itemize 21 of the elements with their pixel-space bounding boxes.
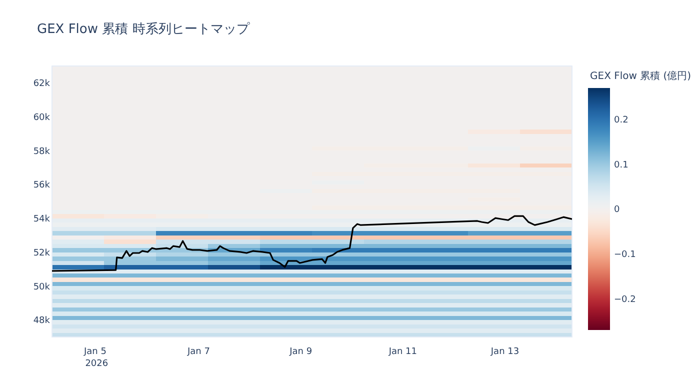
color-bar-label: 0.1 [614,160,628,170]
y-tick-label: 60k [33,112,51,123]
y-tick-label: 48k [33,316,51,326]
x-tick-label: Jan 13 [490,347,520,357]
x-tick-label: Jan 9 [288,347,312,357]
color-bar-label: −0.1 [614,250,636,260]
color-bar-title: GEX Flow 累積 (億円) [590,70,692,82]
line-series [52,215,572,272]
y-tick-label: 58k [33,146,51,157]
y-tick-label: 62k [33,79,51,90]
color-bar-label: 0 [614,205,620,216]
color-bar-label: 0.2 [614,116,628,126]
y-tick-label: 52k [33,248,51,258]
x-tick-label: Jan 11 [388,347,418,357]
y-tick-label: 50k [33,282,51,292]
y-tick-label: 56k [33,180,51,191]
color-bar-label: −0.2 [614,294,636,305]
x-tick-label: Jan 5 2026 [83,347,110,369]
y-tick-label: 54k [33,214,51,225]
chart-title: GEX Flow 累積 時系列ヒートマップ [37,22,250,37]
x-tick-label: Jan 7 [186,347,210,357]
